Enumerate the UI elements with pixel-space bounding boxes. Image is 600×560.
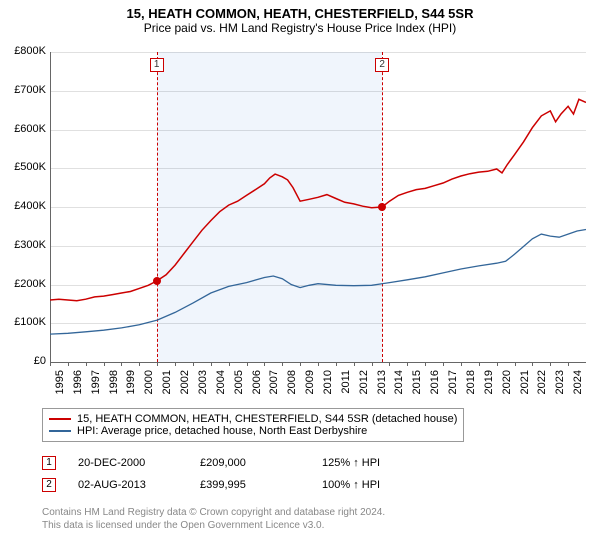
x-tick-label: 2005 bbox=[233, 370, 245, 400]
y-tick-label: £0 bbox=[2, 355, 46, 367]
legend-row: HPI: Average price, detached house, Nort… bbox=[49, 425, 457, 437]
chart-svg bbox=[50, 52, 586, 362]
x-tick-label: 2013 bbox=[376, 370, 388, 400]
x-tick-label: 2008 bbox=[286, 370, 298, 400]
sale-row: 1 20-DEC-2000 £209,000 125% ↑ HPI bbox=[42, 456, 422, 470]
series-price_paid bbox=[50, 99, 586, 300]
x-tick-label: 2024 bbox=[572, 370, 584, 400]
x-tick-label: 2014 bbox=[393, 370, 405, 400]
sale-date: 02-AUG-2013 bbox=[78, 479, 178, 491]
x-axis bbox=[50, 362, 586, 363]
x-tick-label: 2006 bbox=[251, 370, 263, 400]
y-tick-label: £100K bbox=[2, 316, 46, 328]
x-tick-label: 2007 bbox=[268, 370, 280, 400]
sale-price: £399,995 bbox=[200, 479, 300, 491]
x-tick-label: 2017 bbox=[447, 370, 459, 400]
x-tick-label: 1997 bbox=[90, 370, 102, 400]
chart-subtitle: Price paid vs. HM Land Registry's House … bbox=[0, 21, 600, 35]
x-tick-label: 2019 bbox=[483, 370, 495, 400]
attribution-line: This data is licensed under the Open Gov… bbox=[42, 519, 385, 532]
sale-row: 2 02-AUG-2013 £399,995 100% ↑ HPI bbox=[42, 478, 422, 492]
legend-row: 15, HEATH COMMON, HEATH, CHESTERFIELD, S… bbox=[49, 413, 457, 425]
sale-pct: 100% ↑ HPI bbox=[322, 479, 422, 491]
x-tick-label: 2004 bbox=[215, 370, 227, 400]
y-tick-label: £300K bbox=[2, 239, 46, 251]
sale-marker-box: 1 bbox=[42, 456, 56, 470]
attribution-line: Contains HM Land Registry data © Crown c… bbox=[42, 506, 385, 519]
x-tick-label: 2022 bbox=[536, 370, 548, 400]
x-tick-label: 2011 bbox=[340, 370, 352, 400]
x-tick-label: 2009 bbox=[304, 370, 316, 400]
x-tick-label: 2023 bbox=[554, 370, 566, 400]
x-tick-label: 1996 bbox=[72, 370, 84, 400]
x-tick-label: 2000 bbox=[143, 370, 155, 400]
chart-title: 15, HEATH COMMON, HEATH, CHESTERFIELD, S… bbox=[0, 6, 600, 21]
series-hpi bbox=[50, 230, 586, 335]
chart-plot-area: £0£100K£200K£300K£400K£500K£600K£700K£80… bbox=[50, 52, 586, 362]
sale-price: £209,000 bbox=[200, 457, 300, 469]
x-tick-label: 2021 bbox=[519, 370, 531, 400]
legend-text: HPI: Average price, detached house, Nort… bbox=[77, 425, 367, 437]
legend: 15, HEATH COMMON, HEATH, CHESTERFIELD, S… bbox=[42, 408, 464, 442]
legend-swatch bbox=[49, 418, 71, 420]
y-tick-label: £700K bbox=[2, 84, 46, 96]
legend-text: 15, HEATH COMMON, HEATH, CHESTERFIELD, S… bbox=[77, 413, 457, 425]
y-tick-label: £500K bbox=[2, 161, 46, 173]
x-tick-label: 2001 bbox=[161, 370, 173, 400]
x-tick-label: 2012 bbox=[358, 370, 370, 400]
x-tick-label: 2003 bbox=[197, 370, 209, 400]
y-tick-label: £800K bbox=[2, 45, 46, 57]
attribution: Contains HM Land Registry data © Crown c… bbox=[42, 506, 385, 532]
y-tick-label: £400K bbox=[2, 200, 46, 212]
x-tick-label: 2016 bbox=[429, 370, 441, 400]
x-tick-label: 2020 bbox=[501, 370, 513, 400]
sale-pct: 125% ↑ HPI bbox=[322, 457, 422, 469]
x-tick-label: 2002 bbox=[179, 370, 191, 400]
sale-date: 20-DEC-2000 bbox=[78, 457, 178, 469]
x-tick-label: 1998 bbox=[108, 370, 120, 400]
y-tick-label: £600K bbox=[2, 123, 46, 135]
x-tick-label: 1999 bbox=[125, 370, 137, 400]
x-tick-label: 2010 bbox=[322, 370, 334, 400]
x-tick-label: 2015 bbox=[411, 370, 423, 400]
sale-marker-box: 2 bbox=[42, 478, 56, 492]
x-tick-label: 1995 bbox=[54, 370, 66, 400]
x-tick-label: 2018 bbox=[465, 370, 477, 400]
y-tick-label: £200K bbox=[2, 278, 46, 290]
legend-swatch bbox=[49, 430, 71, 432]
